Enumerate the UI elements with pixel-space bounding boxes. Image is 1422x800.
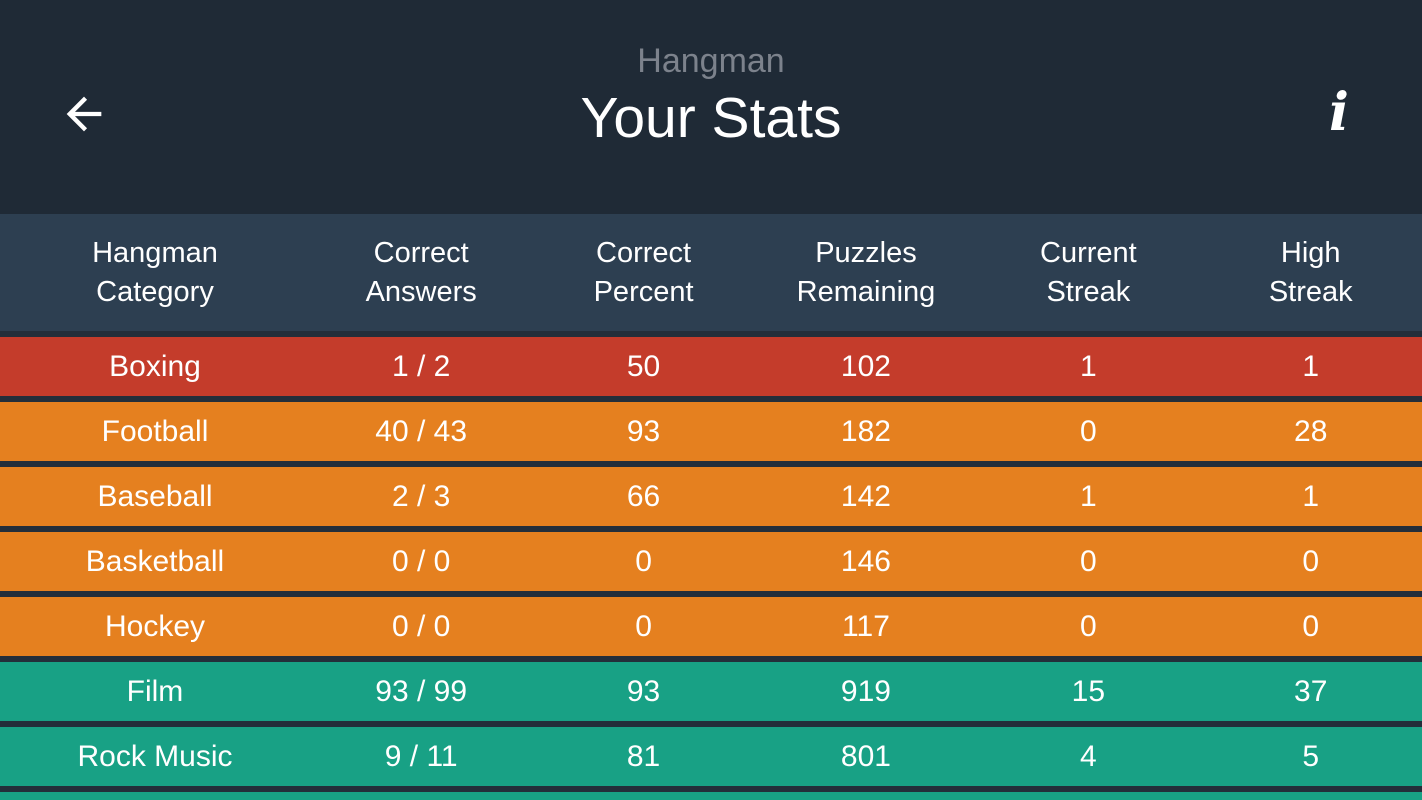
cell-current-streak: 4 [1080, 739, 1097, 773]
cell-category: Rock Music [77, 739, 233, 773]
cell-current-streak: 1 [1080, 479, 1097, 513]
cell-high-streak: 37 [1294, 674, 1328, 708]
cell-puzzles-remaining: 117 [842, 609, 890, 643]
table-row-film: Film 93 / 99 93 919 15 37 [0, 662, 1422, 721]
table-row-basketball: Basketball 0 / 0 0 146 0 0 [0, 532, 1422, 591]
column-header-text: High [1280, 236, 1341, 269]
cell-correct-answers: 93 / 99 [375, 674, 468, 708]
cell-current-streak: 0 [1080, 609, 1097, 643]
back-button[interactable] [52, 82, 116, 146]
column-header-current-streak: Current Streak [977, 234, 1199, 312]
cell-current-streak: 15 [1071, 674, 1106, 708]
cell-high-streak: 1 [1302, 349, 1320, 383]
cell-puzzles-remaining: 801 [840, 739, 891, 773]
cell-correct-answers: 2 / 3 [391, 479, 451, 513]
column-header-text: Remaining [796, 275, 936, 308]
cell-puzzles-remaining: 919 [840, 674, 891, 708]
cell-correct-answers: 1 / 2 [391, 349, 451, 383]
cell-current-streak: 0 [1080, 544, 1097, 578]
cell-current-streak: 0 [1080, 414, 1097, 448]
cell-correct-percent: 0 [635, 609, 652, 643]
cell-category: Film [126, 674, 184, 708]
cell-category: Football [101, 414, 209, 448]
cell-puzzles-remaining: 142 [840, 479, 891, 513]
cell-puzzles-remaining: 182 [840, 414, 891, 448]
table-row-baseball: Baseball 2 / 3 66 142 1 1 [0, 467, 1422, 526]
column-header-text: Percent [593, 275, 694, 308]
column-header-text: Streak [1046, 275, 1131, 308]
column-header-text: Answers [365, 275, 477, 308]
cell-puzzles-remaining: 102 [840, 349, 891, 383]
column-header-correct-percent: Correct Percent [532, 234, 754, 312]
cell-high-streak: 28 [1294, 414, 1328, 448]
cell-current-streak: 1 [1080, 349, 1097, 383]
cell-high-streak: 0 [1302, 544, 1320, 578]
cell-category: Basketball [85, 544, 225, 578]
column-header-text: Streak [1268, 275, 1353, 308]
title-block: Hangman Your Stats [0, 42, 1422, 150]
info-button[interactable]: i [1304, 78, 1374, 148]
cell-high-streak: 5 [1302, 739, 1320, 773]
cell-correct-percent: 93 [626, 414, 661, 448]
cell-correct-percent: 50 [626, 349, 661, 383]
page-title: Your Stats [580, 86, 842, 150]
column-header-text: Correct [373, 236, 469, 269]
app-subtitle: Hangman [637, 42, 785, 80]
column-header-text: Correct [596, 236, 692, 269]
cell-category: Boxing [109, 349, 201, 383]
table-row-football: Football 40 / 43 93 182 0 28 [0, 402, 1422, 461]
column-header-text: Current [1040, 236, 1137, 269]
cell-high-streak: 1 [1302, 479, 1320, 513]
column-header-text: Puzzles [815, 236, 917, 269]
table-row-partial [0, 792, 1422, 800]
cell-category: Hockey [104, 609, 206, 643]
column-header-puzzles-remaining: Puzzles Remaining [755, 234, 977, 312]
cell-correct-percent: 93 [626, 674, 661, 708]
column-header-category: Hangman Category [0, 234, 310, 312]
table-header-row: Hangman Category Correct Answers Correct Perc… [0, 214, 1422, 331]
cell-correct-percent: 66 [626, 479, 661, 513]
cell-correct-answers: 40 / 43 [375, 414, 468, 448]
column-header-text: Hangman [92, 236, 218, 269]
table-row-hockey: Hockey 0 / 0 0 117 0 0 [0, 597, 1422, 656]
cell-correct-percent: 81 [626, 739, 661, 773]
app-bar: Hangman Your Stats i [0, 0, 1422, 214]
cell-high-streak: 0 [1302, 609, 1320, 643]
cell-correct-answers: 0 / 0 [391, 609, 451, 643]
column-header-text: Category [96, 275, 214, 308]
column-header-correct-answers: Correct Answers [310, 234, 532, 312]
column-header-high-streak: High Streak [1200, 234, 1422, 312]
cell-puzzles-remaining: 146 [840, 544, 891, 578]
info-icon: i [1329, 82, 1349, 143]
table-row-boxing: Boxing 1 / 2 50 102 1 1 [0, 337, 1422, 396]
cell-correct-answers: 9 / 11 [384, 739, 458, 773]
cell-correct-answers: 0 / 0 [391, 544, 451, 578]
back-arrow-icon [66, 96, 102, 132]
table-row-rock-music: Rock Music 9 / 11 81 801 4 5 [0, 727, 1422, 786]
stats-table-body: Boxing 1 / 2 50 102 1 1 Football 40 / 43 93 182 0 2… [0, 331, 1422, 800]
cell-category: Baseball [97, 479, 213, 513]
cell-correct-percent: 0 [635, 544, 652, 578]
